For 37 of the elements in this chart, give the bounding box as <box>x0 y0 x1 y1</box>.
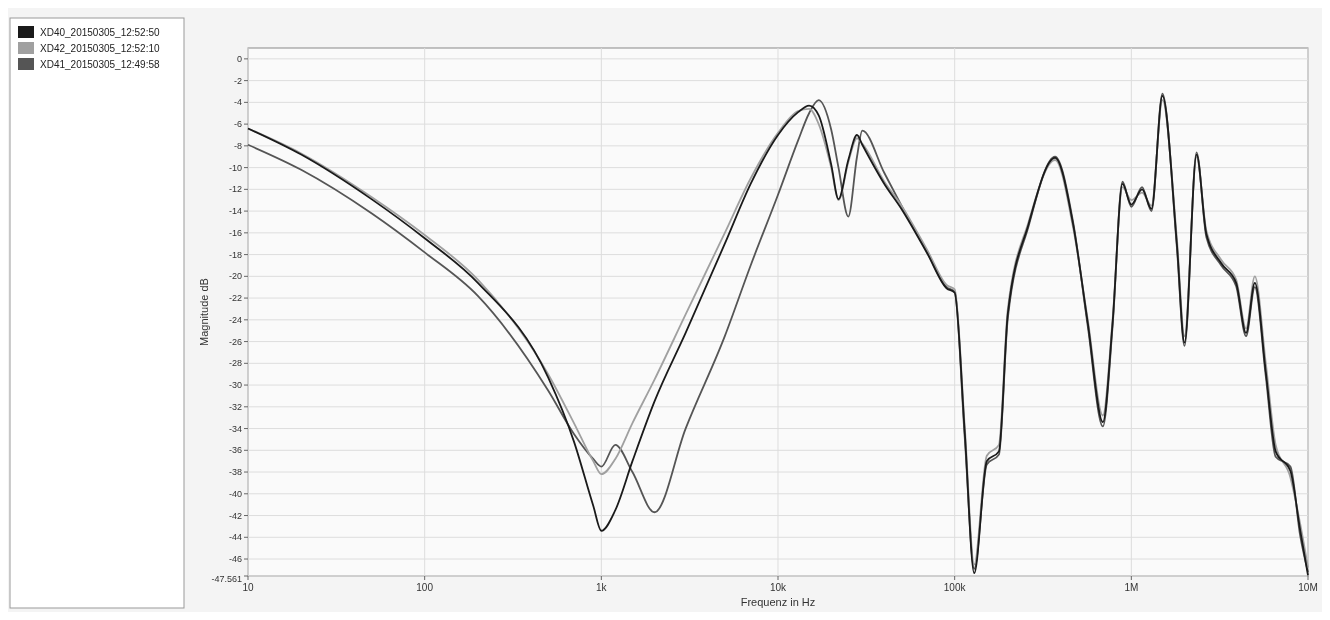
x-axis-title: Frequenz in Hz <box>740 596 816 608</box>
x-tick-label: 10M <box>1298 582 1318 593</box>
legend-label: XD42_20150305_12:52:10 <box>40 43 160 54</box>
y-tick-label: -6 <box>233 119 242 130</box>
y-tick-label: -8 <box>233 140 242 151</box>
y-tick-label: -47.561 <box>211 574 242 584</box>
y-tick-label: -26 <box>228 336 242 347</box>
y-tick-label: -24 <box>228 314 242 325</box>
y-tick-label: -28 <box>228 358 242 369</box>
y-tick-label: -16 <box>228 227 242 238</box>
y-tick-label: -36 <box>228 445 242 456</box>
x-tick-label: 100k <box>943 582 967 593</box>
y-tick-label: -44 <box>228 532 242 543</box>
y-tick-label: -14 <box>228 206 242 217</box>
y-tick-label: -34 <box>228 423 242 434</box>
x-tick-label: 10k <box>769 582 788 593</box>
x-tick-label: 10 <box>242 582 254 593</box>
y-tick-label: -10 <box>228 162 242 173</box>
y-tick-label: -32 <box>228 401 242 412</box>
y-tick-label: 0 <box>236 53 242 64</box>
y-tick-label: -2 <box>233 75 242 86</box>
y-axis-title: Magnitude dB <box>198 278 210 346</box>
y-tick-label: -22 <box>228 293 242 304</box>
legend-label: XD41_20150305_12:49:58 <box>40 59 160 70</box>
x-tick-label: 100 <box>416 582 434 593</box>
y-tick-label: -20 <box>228 271 242 282</box>
y-tick-label: -38 <box>228 467 242 478</box>
y-tick-label: -18 <box>228 249 242 260</box>
x-tick-label: 1M <box>1124 582 1139 593</box>
y-tick-label: -4 <box>233 97 242 108</box>
y-tick-label: -42 <box>228 510 242 521</box>
legend-label: XD40_20150305_12:52:50 <box>40 27 160 38</box>
y-tick-label: -30 <box>228 380 242 391</box>
x-tick-label: 1k <box>596 582 608 593</box>
y-tick-label: -46 <box>228 554 242 565</box>
y-tick-label: -12 <box>228 184 242 195</box>
y-tick-label: -40 <box>228 488 242 499</box>
